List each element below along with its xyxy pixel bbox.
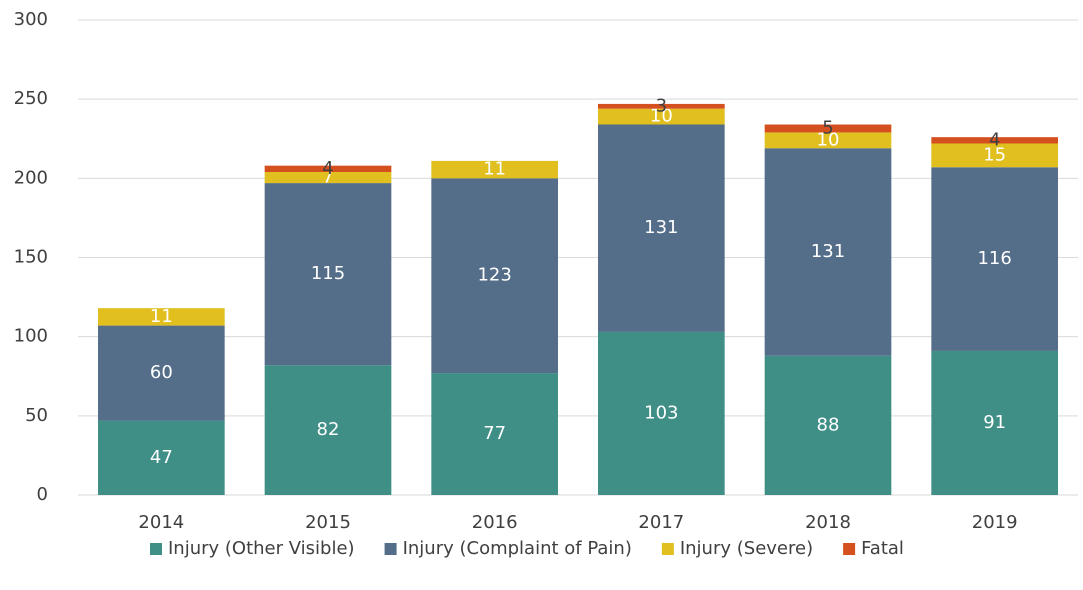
legend-swatch (843, 543, 856, 555)
bar-segment (598, 108, 725, 125)
data-label: 3 (656, 95, 667, 116)
legend-swatch (384, 543, 397, 555)
bar-segment (264, 172, 392, 184)
data-label: 4 (322, 158, 333, 179)
bar-segment (764, 132, 892, 149)
legend-label: Injury (Complaint of Pain) (403, 538, 632, 559)
data-label: 115 (311, 263, 345, 284)
data-label: 10 (817, 129, 840, 150)
data-label: 15 (983, 144, 1006, 165)
y-tick-label: 250 (14, 88, 48, 109)
bar-segment (764, 355, 892, 495)
bar-segment (98, 420, 225, 495)
data-label: 77 (483, 423, 506, 444)
data-label: 116 (977, 248, 1011, 269)
bar-segment (764, 124, 892, 133)
data-label: 131 (811, 241, 845, 262)
data-label: 82 (317, 419, 340, 440)
legend-label: Injury (Severe) (680, 538, 813, 559)
data-label: 10 (650, 106, 673, 127)
y-tick-label: 50 (25, 405, 48, 426)
bar-segment (431, 160, 558, 179)
bar-segment (598, 124, 725, 332)
x-tick-label: 2014 (138, 512, 184, 533)
y-tick-label: 100 (14, 326, 48, 347)
bar-segment (98, 308, 225, 326)
y-tick-label: 150 (14, 247, 48, 268)
data-label: 5 (822, 117, 833, 138)
bar-segment (931, 350, 1058, 495)
data-label: 123 (477, 265, 511, 286)
x-tick-label: 2019 (972, 512, 1018, 533)
data-label: 131 (644, 217, 678, 238)
data-label: 88 (817, 414, 840, 435)
data-label: 47 (150, 447, 173, 468)
legend-swatch (150, 543, 162, 555)
bar-segment (764, 148, 892, 356)
data-label: 60 (150, 362, 173, 383)
data-label: 91 (983, 412, 1006, 433)
x-tick-label: 2015 (305, 512, 351, 533)
legend-label: Injury (Other Visible) (168, 538, 355, 559)
bar-segment (931, 137, 1058, 144)
data-label: 7 (322, 167, 333, 188)
bar-segment (598, 331, 725, 495)
bar-segment (264, 165, 392, 172)
bar-segment (98, 325, 225, 421)
x-tick-label: 2018 (805, 512, 851, 533)
y-tick-label: 200 (14, 167, 48, 188)
legend-label: Fatal (861, 538, 904, 559)
x-tick-label: 2016 (472, 512, 518, 533)
data-label: 11 (150, 306, 173, 327)
bar-segment (598, 103, 725, 109)
bar-segment (431, 178, 558, 374)
bar-segment (264, 183, 392, 366)
data-label: 4 (989, 129, 1000, 150)
bar-segment (264, 365, 392, 495)
x-tick-label: 2017 (638, 512, 684, 533)
bar-segment (431, 373, 558, 495)
data-label: 11 (483, 159, 506, 180)
legend-swatch (661, 543, 674, 555)
y-tick-label: 0 (37, 484, 48, 505)
y-tick-label: 300 (14, 9, 48, 30)
data-label: 103 (644, 402, 678, 423)
bar-segment (931, 143, 1058, 168)
bar-segment (931, 167, 1058, 351)
